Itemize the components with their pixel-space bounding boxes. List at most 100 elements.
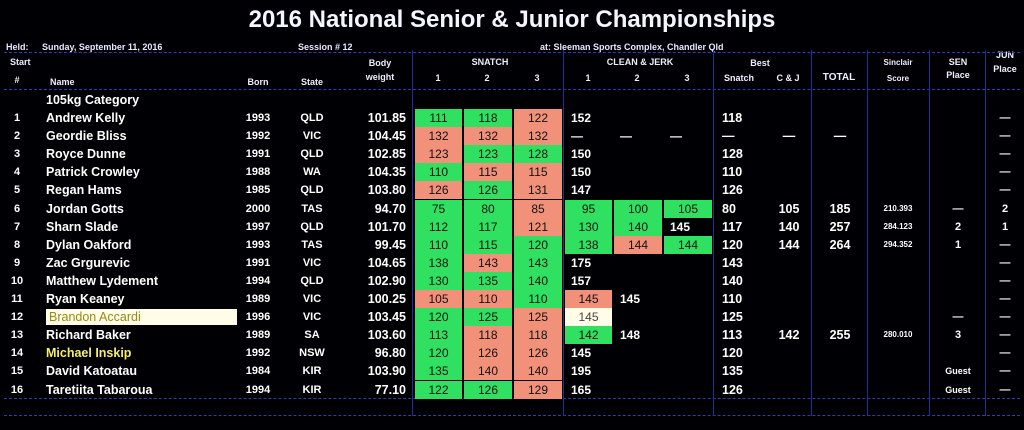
snatch-attempt-3: 121 xyxy=(514,217,562,236)
best-clean-jerk xyxy=(768,362,810,380)
state: TAS xyxy=(301,238,323,251)
birth-year: 1988 xyxy=(245,166,271,179)
snatch-attempt-3: 120 xyxy=(514,235,562,254)
snatch-attempt-2: 126 xyxy=(464,344,512,363)
birth-year: 2000 xyxy=(245,202,271,215)
best-clean-jerk: 144 xyxy=(778,237,800,252)
best-snatch: 128 xyxy=(722,147,743,162)
snatch-attempt-2: 115 xyxy=(464,163,512,182)
sinclair-score xyxy=(868,272,928,290)
senior-place: 2 xyxy=(954,220,962,233)
body-weight: 100.25 xyxy=(367,292,406,306)
sinclair-score: 284.123 xyxy=(883,221,913,231)
grid-line xyxy=(929,50,930,416)
clean-jerk-attempt-3 xyxy=(664,362,718,380)
header-jun: JUN xyxy=(995,50,1014,60)
snatch-attempt-1: 126 xyxy=(415,181,462,200)
snatch-attempt-2: 110 xyxy=(464,290,512,308)
start-number: 6 xyxy=(13,202,21,215)
body-weight: 104.45 xyxy=(367,129,406,144)
clean-jerk-attempt-3 xyxy=(664,272,718,290)
category-label: 105kg Category xyxy=(46,93,140,107)
start-number: 11 xyxy=(11,293,23,305)
athlete-name: Regan Hams xyxy=(46,183,122,198)
junior-place: — xyxy=(999,329,1011,342)
grid-line xyxy=(563,50,564,416)
birth-year: 1985 xyxy=(245,184,271,197)
state: QLD xyxy=(300,184,324,197)
header-snatch-1: 1 xyxy=(435,73,441,83)
best-clean-jerk xyxy=(768,344,810,362)
sinclair-score xyxy=(868,381,928,399)
best-snatch: 110 xyxy=(722,165,743,180)
clean-jerk-attempt-2 xyxy=(614,344,668,362)
clean-jerk-attempt-2: 148 xyxy=(620,328,641,343)
clean-jerk-attempt-2: 144 xyxy=(614,235,662,254)
clean-jerk-attempt-3 xyxy=(664,163,718,181)
junior-place: — xyxy=(999,112,1011,124)
grid-line xyxy=(4,52,1020,53)
header-body: Body xyxy=(368,58,392,68)
state: TAS xyxy=(301,202,323,215)
table-row: 10 Matthew Lydement 1994 QLD 102.90 130 135 140… xyxy=(0,271,1024,290)
table-row: 7 Sharn Slade 1997 QLD 101.70 112 117 121 130 140… xyxy=(0,217,1024,236)
junior-place: — xyxy=(999,293,1011,305)
body-weight: 104.65 xyxy=(367,255,406,270)
senior-place xyxy=(930,127,986,145)
birth-year: 1993 xyxy=(245,112,271,124)
clean-jerk-attempt-1: 145 xyxy=(565,308,612,327)
grid-line xyxy=(867,50,868,416)
start-number: 13 xyxy=(10,329,24,342)
header-snatch: SNATCH xyxy=(471,57,509,67)
sinclair-score: 210.393 xyxy=(883,203,913,213)
best-clean-jerk xyxy=(768,254,810,272)
body-weight: 104.35 xyxy=(367,165,406,180)
athlete-name: Ryan Keaney xyxy=(46,292,125,306)
best-snatch: 110 xyxy=(722,292,743,306)
total: 257 xyxy=(829,219,851,234)
sinclair-score xyxy=(868,254,928,272)
header-cj-1: 1 xyxy=(585,73,591,83)
start-number: 15 xyxy=(10,365,24,378)
start-number: 9 xyxy=(13,256,21,269)
snatch-attempt-1: 138 xyxy=(415,253,462,272)
clean-jerk-attempt-1: — xyxy=(571,129,583,144)
sinclair-score xyxy=(868,308,928,326)
body-weight: 99.45 xyxy=(374,237,406,252)
grid-line xyxy=(713,50,714,416)
clean-jerk-attempt-3: 105 xyxy=(664,199,712,218)
athlete-name: Sharn Slade xyxy=(46,219,119,234)
clean-jerk-attempt-3: — xyxy=(670,129,682,144)
junior-place: — xyxy=(999,148,1011,161)
snatch-attempt-2: 132 xyxy=(464,127,512,146)
state: VIC xyxy=(302,293,322,305)
clean-jerk-attempt-2 xyxy=(614,181,668,199)
header-best-snatch: Snatch xyxy=(723,73,754,83)
snatch-attempt-2: 125 xyxy=(464,308,512,327)
best-clean-jerk xyxy=(768,181,810,199)
snatch-attempt-3: 115 xyxy=(514,163,562,182)
snatch-attempt-3: 126 xyxy=(514,344,562,363)
snatch-attempt-1: 130 xyxy=(415,271,462,290)
grid-line xyxy=(4,415,1020,416)
total xyxy=(814,344,866,362)
body-weight: 96.80 xyxy=(374,346,406,361)
body-weight: 101.85 xyxy=(367,111,406,125)
snatch-attempt-1: 132 xyxy=(415,127,462,146)
best-snatch: 135 xyxy=(722,364,743,379)
best-clean-jerk: 105 xyxy=(778,201,800,216)
header-jun-place: Place xyxy=(993,64,1017,74)
senior-place xyxy=(930,163,986,181)
grid-line xyxy=(811,50,812,416)
birth-year: 1992 xyxy=(245,347,271,360)
snatch-attempt-2: 126 xyxy=(464,181,512,200)
snatch-attempt-3: 118 xyxy=(514,326,562,345)
total xyxy=(814,272,866,290)
best-snatch: 126 xyxy=(722,183,743,198)
body-weight: 103.80 xyxy=(367,183,406,198)
senior-place xyxy=(930,344,986,362)
total xyxy=(814,290,866,308)
senior-place: Guest xyxy=(945,366,971,377)
snatch-attempt-1: 105 xyxy=(415,290,462,308)
total xyxy=(814,109,866,127)
